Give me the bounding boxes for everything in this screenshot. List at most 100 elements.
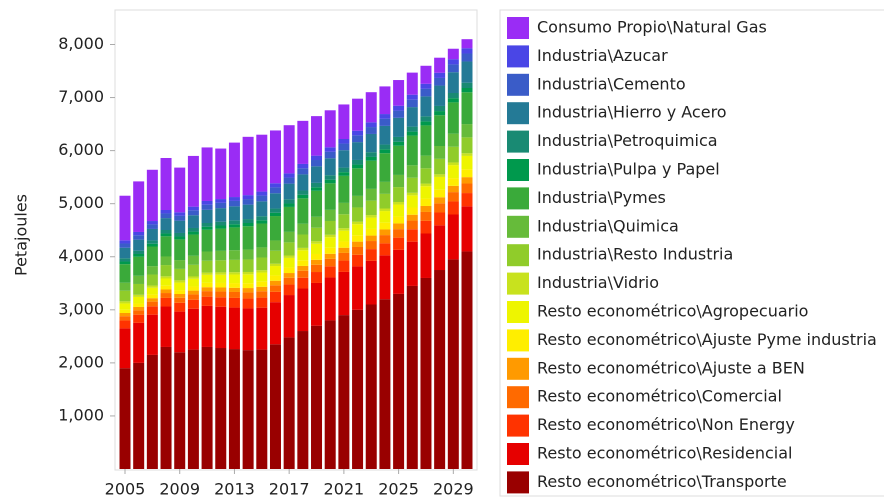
bar-segment	[160, 278, 172, 286]
bar-segment	[187, 215, 199, 228]
bar-segment	[434, 105, 446, 112]
bar-segment	[215, 306, 227, 349]
bar-segment	[297, 270, 309, 278]
bar-segment	[338, 167, 350, 173]
y-tick-label: 5,000	[58, 193, 104, 212]
bar-segment	[365, 260, 377, 305]
bar-segment	[256, 307, 268, 350]
bar-segment	[215, 297, 227, 307]
bar-segment	[174, 282, 186, 291]
bar-segment	[393, 136, 405, 142]
bar-segment	[461, 48, 473, 54]
bar-segment	[393, 110, 405, 118]
bar-segment	[133, 250, 145, 254]
bar-segment	[201, 229, 213, 252]
bar-segment	[119, 282, 131, 291]
bar-segment	[283, 177, 295, 184]
bar-segment	[434, 174, 446, 177]
bar-segment	[365, 228, 377, 236]
legend-label: Industria\Pulpa y Papel	[537, 160, 720, 179]
bar-segment	[187, 286, 199, 291]
bar-segment	[133, 310, 145, 315]
bar-segment	[283, 173, 295, 178]
legend-swatch	[507, 17, 529, 39]
bar-segment	[338, 202, 350, 215]
bar-segment	[379, 222, 391, 230]
bar-segment	[311, 282, 323, 326]
bar-segment	[201, 209, 213, 223]
bar-segment	[379, 299, 391, 469]
bar-segment	[447, 48, 459, 60]
bar-segment	[133, 239, 145, 251]
bar-segment	[256, 349, 268, 469]
bar-segment	[379, 193, 391, 209]
y-tick-label: 6,000	[58, 140, 104, 159]
bar-segment	[242, 271, 254, 275]
bar-segment	[393, 249, 405, 294]
y-tick-label: 2,000	[58, 352, 104, 371]
bar-segment	[160, 297, 172, 307]
y-tick-label: 1,000	[58, 405, 104, 424]
bar-segment	[146, 274, 158, 286]
bar-segment	[119, 243, 131, 248]
bar-segment	[447, 92, 459, 99]
bar-segment	[406, 285, 418, 469]
bar-segment	[461, 88, 473, 93]
bar-segment	[420, 168, 432, 184]
bar-segment	[242, 292, 254, 299]
bar-segment	[461, 251, 473, 469]
bar-segment	[338, 230, 350, 242]
bar-segment	[434, 72, 446, 78]
bar-segment	[146, 306, 158, 315]
bar-segment	[420, 183, 432, 187]
bar-segment	[352, 135, 364, 143]
bar-segment	[352, 246, 364, 255]
bar-segment	[160, 346, 172, 469]
bar-segment	[242, 136, 254, 196]
bar-segment	[352, 254, 364, 267]
bar-segment	[365, 200, 377, 216]
bar-segment	[297, 247, 309, 251]
bar-segment	[201, 291, 213, 297]
bar-segment	[269, 302, 281, 345]
bar-segment	[311, 187, 323, 191]
bar-segment	[379, 208, 391, 212]
legend-swatch	[507, 471, 529, 494]
bar-segment	[269, 275, 281, 281]
bar-segment	[324, 320, 336, 469]
bar-segment	[283, 242, 295, 256]
bar-segment	[365, 122, 377, 128]
bar-segment	[406, 99, 418, 108]
bar-segment	[160, 233, 172, 237]
bar-segment	[242, 259, 254, 272]
bar-segment	[119, 264, 131, 283]
bar-segment	[228, 220, 240, 225]
bar-segment	[201, 226, 213, 230]
bar-segment	[269, 266, 281, 276]
bar-segment	[420, 83, 432, 89]
bar-segment	[119, 368, 131, 469]
bar-segment	[146, 266, 158, 275]
bar-segment	[160, 236, 172, 257]
bar-segment	[434, 111, 446, 116]
legend-label: Industria\Pymes	[537, 188, 666, 207]
bar-segment	[133, 256, 145, 276]
bar-segment	[434, 85, 446, 106]
bar-segment	[311, 264, 323, 273]
bar-segment	[311, 182, 323, 188]
bar-segment	[283, 199, 295, 204]
bar-segment	[215, 348, 227, 469]
bar-segment	[119, 301, 131, 304]
bar-segment	[215, 228, 227, 251]
legend-swatch	[507, 102, 529, 125]
bar-segment	[146, 169, 158, 222]
bar-segment	[447, 192, 459, 202]
bar-segment	[324, 158, 336, 176]
bar-segment	[187, 234, 199, 256]
legend-swatch	[507, 329, 529, 352]
bar-segment	[365, 235, 377, 242]
x-tick-label: 2013	[214, 480, 255, 499]
bar-segment	[434, 197, 446, 204]
bar-segment	[420, 155, 432, 169]
y-tick-label: 8,000	[58, 34, 104, 53]
